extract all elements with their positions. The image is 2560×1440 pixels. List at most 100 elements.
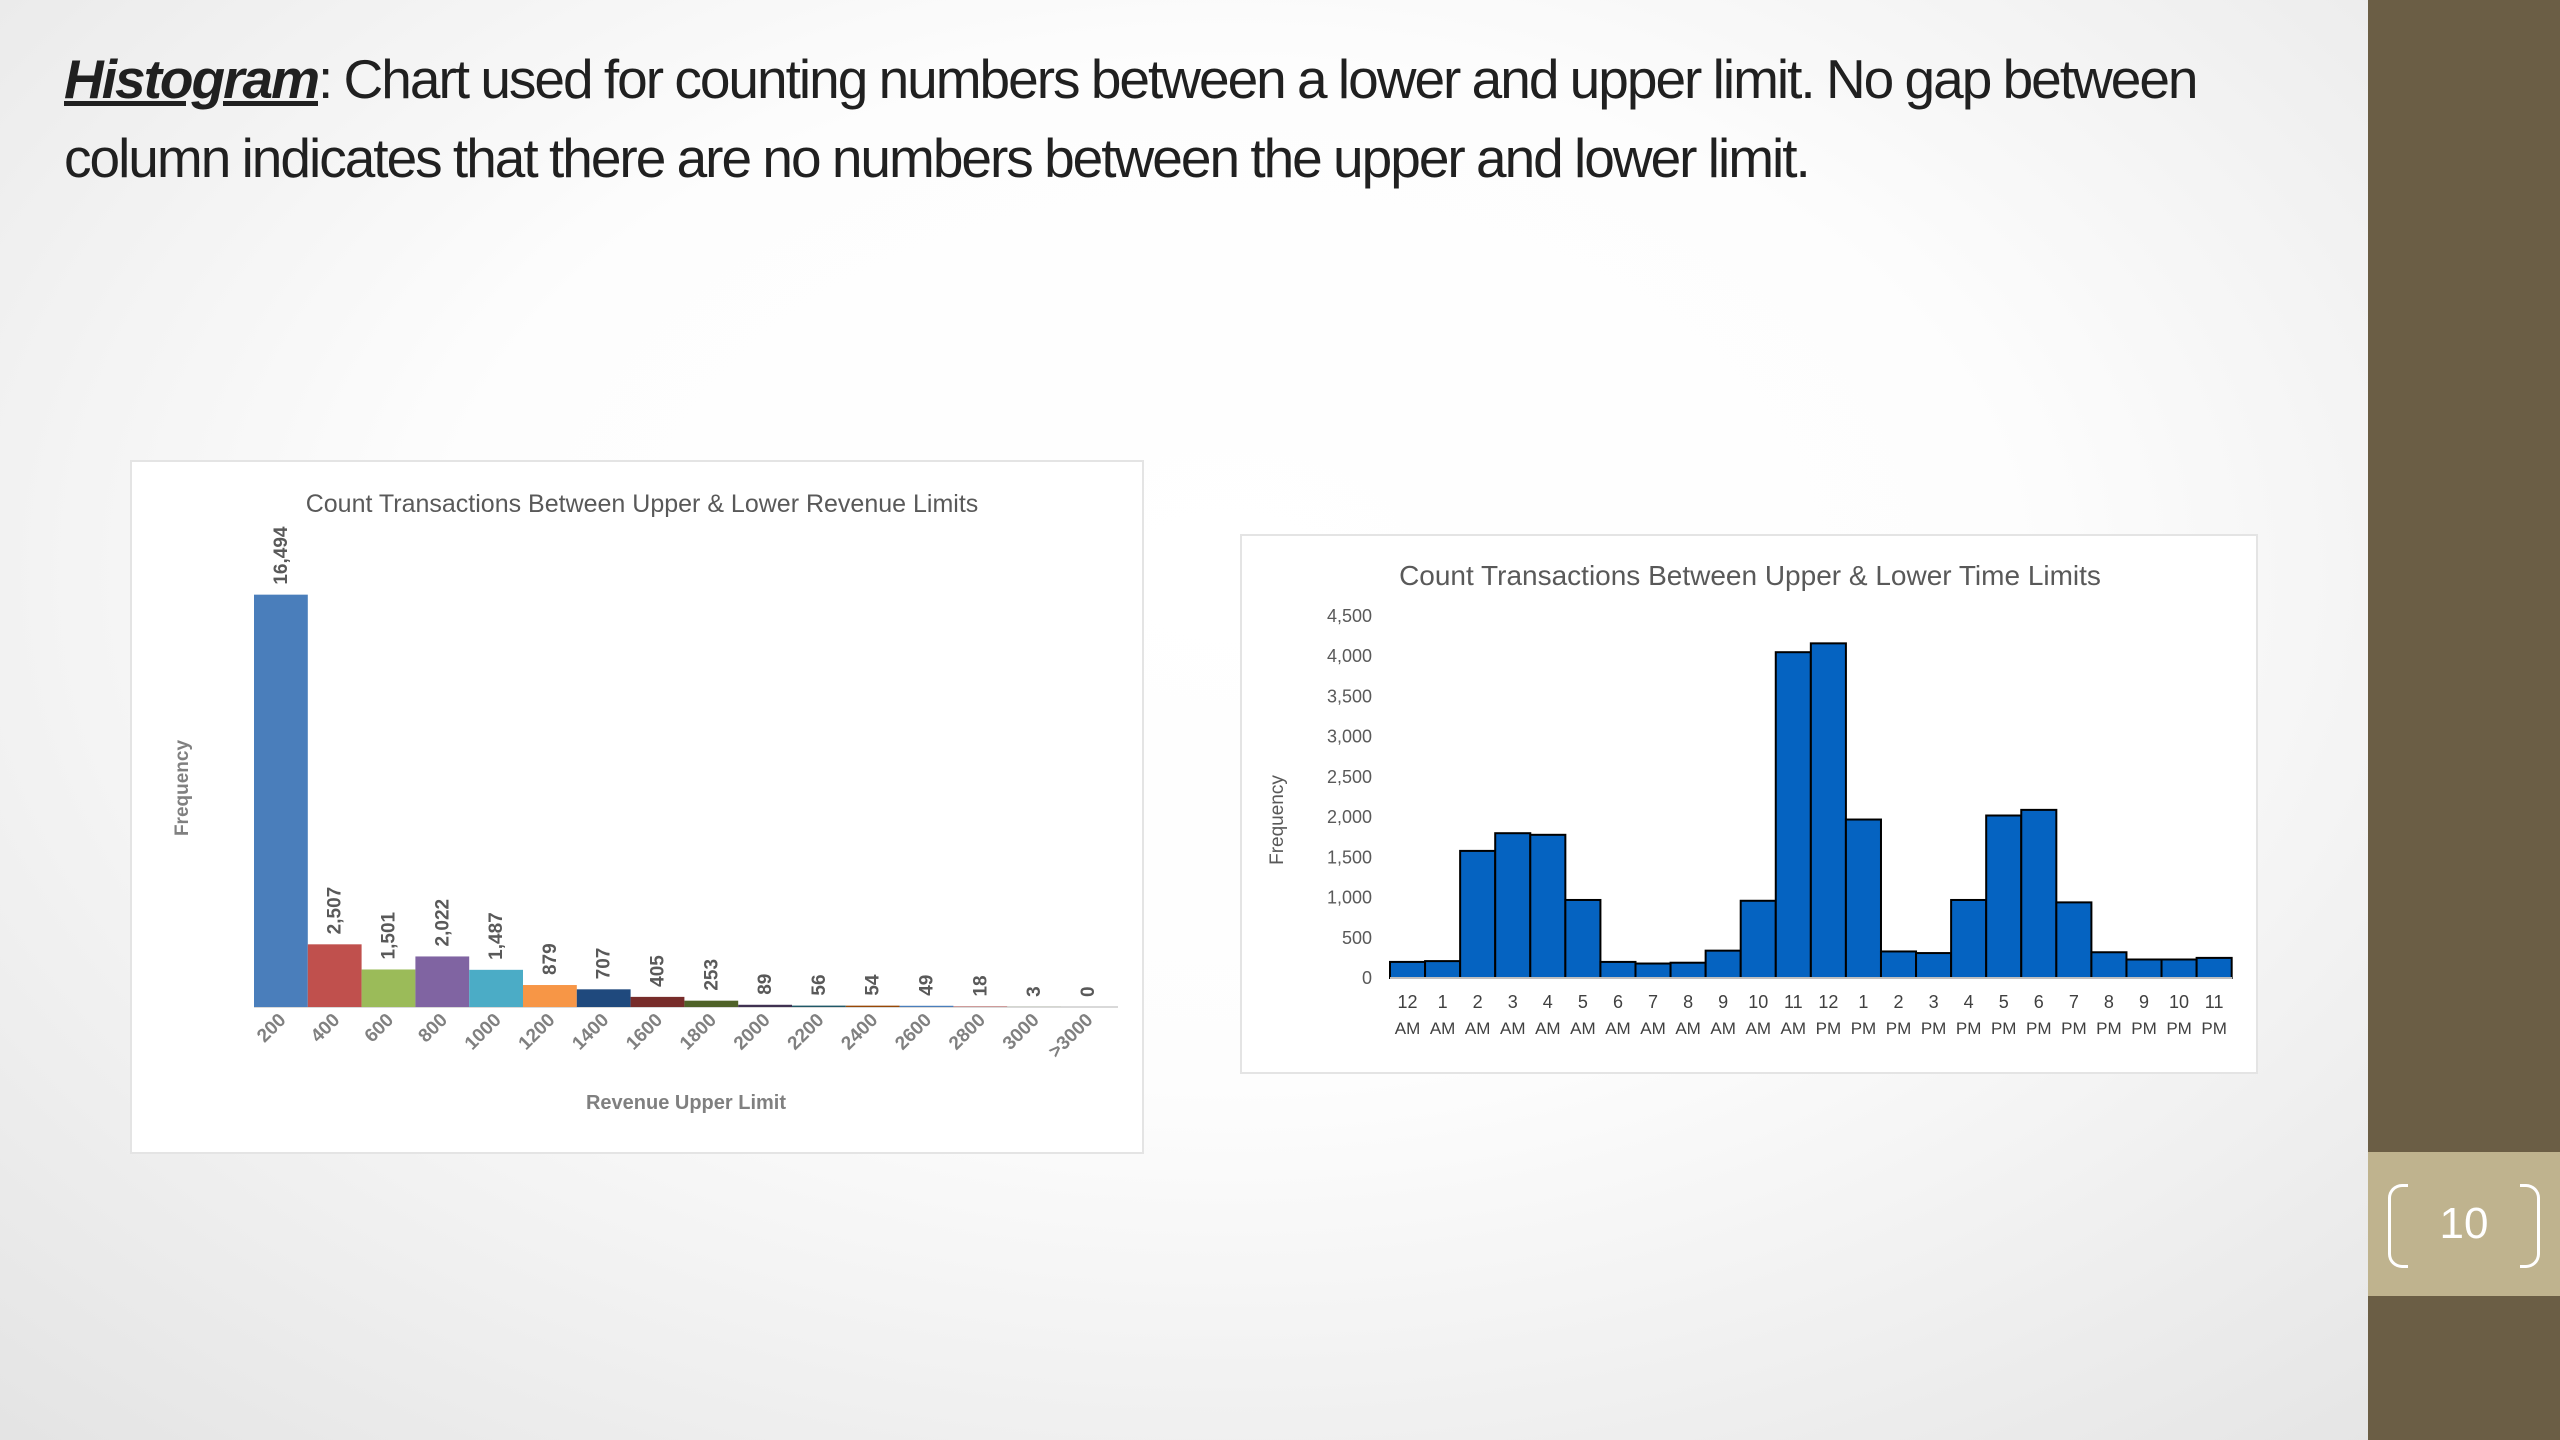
- time-tick-period: PM: [2131, 1019, 2157, 1038]
- time-bar: [2020, 808, 2058, 980]
- time-tick-period: PM: [2201, 1019, 2227, 1038]
- revenue-tick-label: 2200: [784, 1010, 829, 1055]
- time-tick-hour: 7: [2069, 992, 2079, 1012]
- slide-heading: Histogram: Chart used for counting numbe…: [64, 40, 2314, 198]
- revenue-tick-label: 800: [415, 1010, 452, 1047]
- time-tick-hour: 11: [2205, 992, 2224, 1012]
- time-tick-period: AM: [1430, 1019, 1456, 1038]
- revenue-tick-label: 400: [307, 1010, 344, 1047]
- revenue-data-label: 49: [917, 975, 938, 996]
- revenue-tick-label: 2000: [730, 1010, 775, 1055]
- time-tick-hour: 5: [1578, 992, 1588, 1012]
- revenue-data-label: 18: [970, 975, 991, 996]
- time-bar: [1529, 833, 1567, 980]
- revenue-bar: [630, 996, 685, 1007]
- revenue-tick-label: 1000: [461, 1010, 506, 1055]
- time-bar: [1599, 960, 1637, 979]
- time-tick-hour: 3: [1508, 992, 1518, 1012]
- revenue-chart-ylabel: Frequency: [172, 740, 193, 837]
- time-tick-period: AM: [1781, 1019, 1807, 1038]
- time-tick-hour: 11: [1784, 992, 1803, 1012]
- time-tick-period: AM: [1745, 1019, 1771, 1038]
- revenue-data-label: 2,022: [432, 899, 453, 947]
- time-bar: [1844, 818, 1882, 979]
- time-bar: [1739, 899, 1777, 980]
- time-tick-period: PM: [1956, 1019, 1982, 1038]
- time-bar: [1389, 960, 1427, 979]
- revenue-bar: [307, 944, 362, 1007]
- revenue-bar: [254, 594, 308, 1007]
- time-tick-hour: 10: [1748, 992, 1768, 1012]
- revenue-data-label: 16,494: [271, 526, 292, 585]
- time-tick-period: AM: [1710, 1019, 1736, 1038]
- revenue-data-label: 253: [701, 959, 722, 991]
- time-tick-hour: 6: [2034, 992, 2044, 1012]
- revenue-histogram: Count Transactions Between Upper & Lower…: [172, 490, 1118, 1114]
- time-tick-period: PM: [1886, 1019, 1912, 1038]
- revenue-data-label: 879: [540, 943, 561, 975]
- revenue-data-label: 89: [755, 974, 776, 995]
- page-number-right-bracket: [2520, 1184, 2540, 1268]
- time-y-tick-label: 1,500: [1327, 847, 1372, 867]
- time-tick-period: AM: [1570, 1019, 1596, 1038]
- time-bar: [1879, 950, 1918, 980]
- time-y-tick-label: 4,000: [1327, 646, 1372, 666]
- revenue-tick-label: 200: [253, 1010, 290, 1047]
- time-histogram: Count Transactions Between Upper & Lower…: [1267, 560, 2233, 1038]
- time-tick-period: PM: [2061, 1019, 2087, 1038]
- time-bar: [1634, 962, 1672, 979]
- revenue-bar: [469, 969, 523, 1007]
- revenue-tick-label: 2400: [837, 1010, 882, 1055]
- revenue-tick-label: >3000: [1045, 1010, 1098, 1063]
- time-y-tick-label: 2,500: [1327, 767, 1372, 787]
- time-tick-hour: 5: [1999, 992, 2009, 1012]
- time-y-tick-label: 4,500: [1327, 606, 1372, 626]
- revenue-bar: [792, 1005, 846, 1007]
- time-tick-period: PM: [2026, 1019, 2052, 1038]
- time-tick-hour: 6: [1613, 992, 1623, 1012]
- time-bar: [2195, 956, 2233, 979]
- time-bar: [2125, 958, 2163, 979]
- revenue-tick-label: 600: [361, 1010, 398, 1047]
- time-tick-period: AM: [1395, 1019, 1421, 1038]
- time-tick-hour: 1: [1858, 992, 1868, 1012]
- time-bar: [1564, 898, 1602, 980]
- revenue-data-label: 1,501: [379, 911, 400, 959]
- time-bar: [2160, 958, 2198, 979]
- heading-text: : Chart used for counting numbers betwee…: [64, 48, 2199, 189]
- time-bar: [1915, 952, 1953, 980]
- time-tick-period: PM: [1816, 1019, 1842, 1038]
- time-tick-hour: 7: [1648, 992, 1658, 1012]
- time-tick-hour: 12: [1398, 992, 1418, 1012]
- time-tick-period: AM: [1535, 1019, 1561, 1038]
- time-tick-hour: 4: [1543, 992, 1553, 1012]
- revenue-data-label: 3: [1024, 986, 1045, 997]
- time-chart-ylabel: Frequency: [1267, 775, 1288, 865]
- page-number-box: [2368, 1152, 2560, 1296]
- revenue-tick-label: 2600: [891, 1010, 936, 1055]
- revenue-bar: [845, 1005, 900, 1007]
- time-y-tick-label: 500: [1342, 928, 1372, 948]
- revenue-bar: [899, 1005, 954, 1007]
- time-tick-hour: 2: [1894, 992, 1904, 1012]
- time-tick-period: AM: [1465, 1019, 1491, 1038]
- time-bar: [2090, 951, 2128, 980]
- time-tick-hour: 9: [2139, 992, 2149, 1012]
- revenue-chart-title: Count Transactions Between Upper & Lower…: [306, 490, 979, 518]
- revenue-tick-label: 1600: [622, 1010, 667, 1055]
- revenue-data-label: 56: [809, 974, 830, 995]
- revenue-bar: [361, 969, 416, 1007]
- page-number: 10: [2439, 1199, 2489, 1248]
- revenue-data-label: 1,487: [486, 912, 507, 960]
- time-y-tick-label: 3,500: [1327, 686, 1372, 706]
- revenue-bar: [738, 1004, 792, 1007]
- revenue-bar: [415, 956, 470, 1007]
- time-chart-title: Count Transactions Between Upper & Lower…: [1399, 560, 2101, 591]
- revenue-tick-label: 1200: [515, 1010, 560, 1055]
- time-y-tick-label: 1,000: [1327, 888, 1372, 908]
- time-tick-hour: 8: [1683, 992, 1693, 1012]
- time-tick-hour: 1: [1438, 992, 1448, 1012]
- time-tick-period: AM: [1500, 1019, 1526, 1038]
- revenue-data-label: 2,507: [325, 887, 346, 935]
- heading-term: Histogram: [64, 48, 320, 110]
